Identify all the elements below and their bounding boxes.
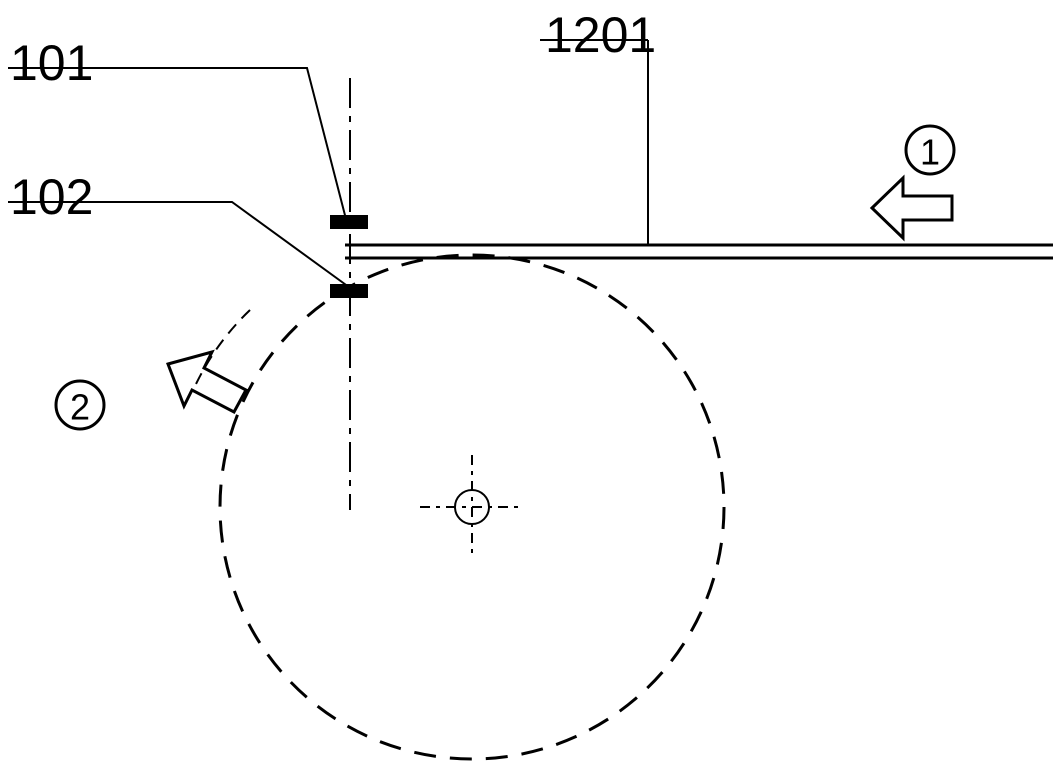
block-arrow-2-group bbox=[168, 310, 250, 412]
leader-101 bbox=[85, 68, 347, 223]
block-arrow-2 bbox=[168, 352, 246, 412]
block-arrow-1 bbox=[872, 178, 952, 238]
circled-number-one: 1 bbox=[906, 126, 954, 174]
leader-102 bbox=[85, 202, 353, 290]
label-l102: 102 bbox=[10, 169, 93, 225]
label-l101: 101 bbox=[10, 35, 93, 91]
svg-text:1: 1 bbox=[920, 132, 940, 173]
circled-number-two: 2 bbox=[56, 381, 104, 429]
label-l1201: 1201 bbox=[545, 7, 656, 63]
svg-text:2: 2 bbox=[70, 387, 90, 428]
bar-top bbox=[330, 215, 368, 229]
